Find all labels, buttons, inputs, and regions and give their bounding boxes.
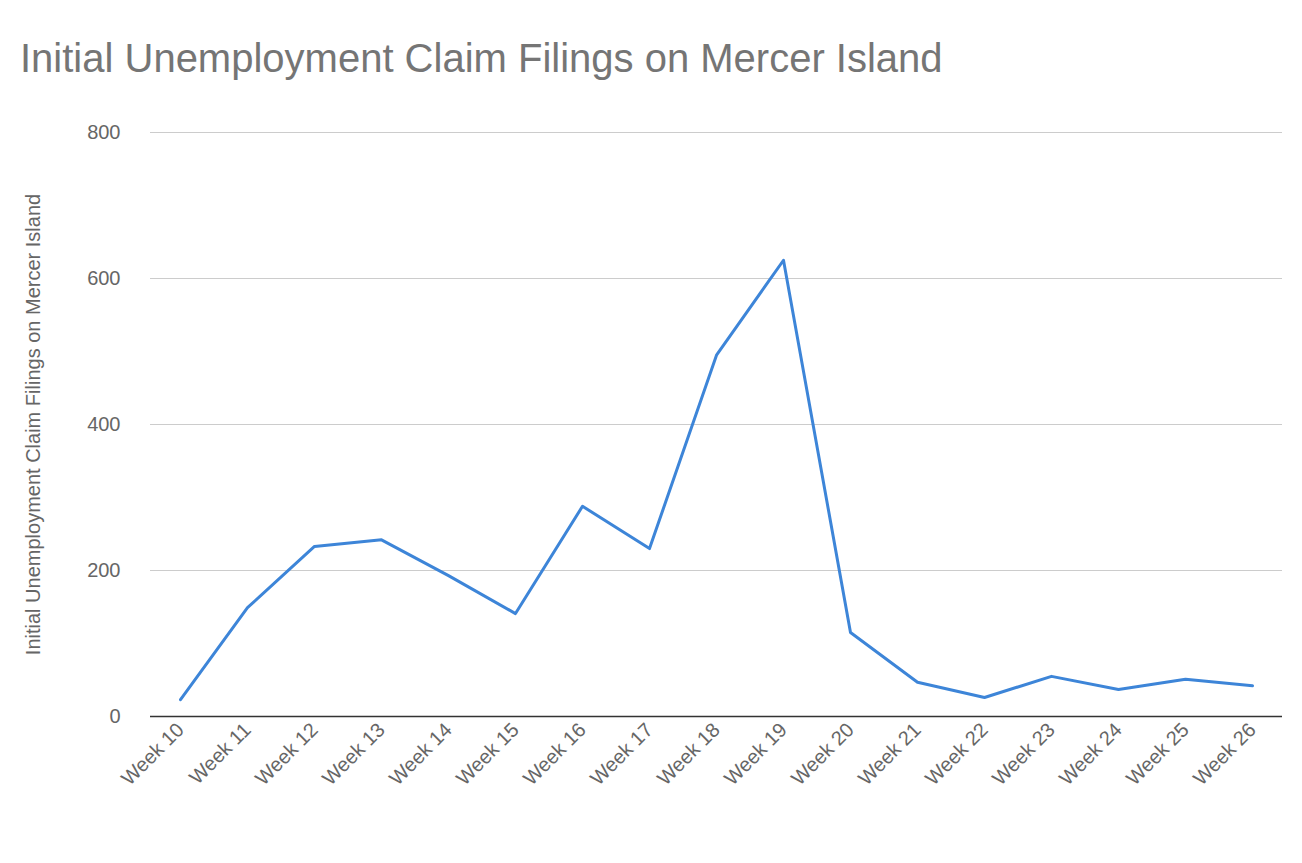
svg-text:Week 25: Week 25 bbox=[1122, 718, 1193, 789]
svg-text:400: 400 bbox=[87, 413, 120, 435]
svg-text:Week 20: Week 20 bbox=[787, 718, 858, 789]
svg-text:Week 17: Week 17 bbox=[586, 718, 657, 789]
svg-text:Week 26: Week 26 bbox=[1189, 718, 1260, 789]
svg-text:Week 11: Week 11 bbox=[185, 718, 255, 788]
svg-text:Week 12: Week 12 bbox=[251, 718, 322, 789]
svg-text:Week 19: Week 19 bbox=[720, 718, 791, 789]
svg-text:Week 16: Week 16 bbox=[519, 718, 590, 789]
svg-text:Week 23: Week 23 bbox=[988, 718, 1059, 789]
svg-text:Initial Unemployment Claim Fil: Initial Unemployment Claim Filings on Me… bbox=[22, 194, 44, 655]
svg-text:Week 14: Week 14 bbox=[385, 718, 456, 789]
svg-text:Week 10: Week 10 bbox=[117, 718, 188, 789]
svg-text:Week 22: Week 22 bbox=[921, 718, 992, 789]
svg-text:600: 600 bbox=[87, 267, 120, 289]
svg-text:0: 0 bbox=[109, 705, 120, 727]
svg-text:Week 13: Week 13 bbox=[318, 718, 389, 789]
html-text:Initial Unemployment Claim Fil: Initial Unemployment Claim Filings on Me… bbox=[20, 36, 943, 80]
svg-text:Week 24: Week 24 bbox=[1055, 718, 1126, 789]
svg-text:200: 200 bbox=[87, 559, 120, 581]
svg-text:800: 800 bbox=[87, 121, 120, 143]
svg-text:Week 21: Week 21 bbox=[854, 718, 925, 789]
svg-text:Week 15: Week 15 bbox=[452, 718, 523, 789]
svg-text:Week 18: Week 18 bbox=[653, 718, 724, 789]
